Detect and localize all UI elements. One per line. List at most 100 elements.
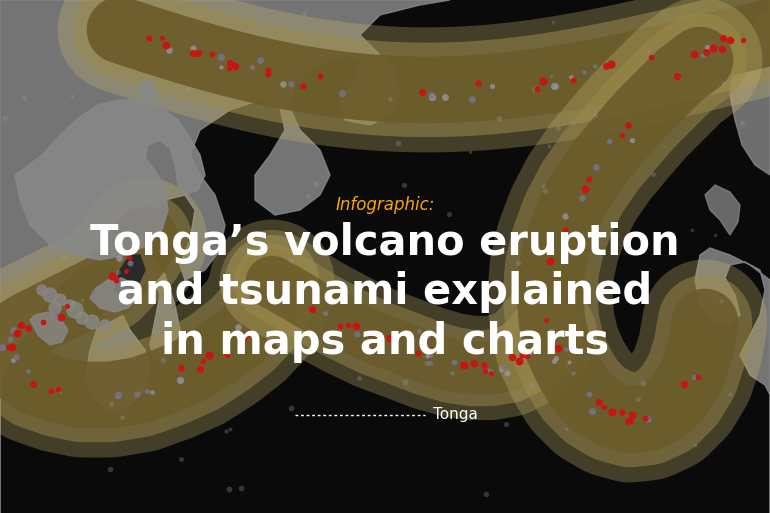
Point <box>686 226 698 234</box>
Point <box>224 425 236 433</box>
Point <box>707 44 719 52</box>
Point <box>22 324 34 332</box>
Point <box>692 373 705 381</box>
Text: Infographic:: Infographic: <box>335 196 435 214</box>
Point <box>104 465 116 473</box>
Point <box>688 50 700 58</box>
Point <box>688 441 701 449</box>
Polygon shape <box>730 0 770 175</box>
Point <box>123 253 136 262</box>
Point <box>552 344 564 352</box>
Point <box>424 351 437 359</box>
Point <box>113 254 126 262</box>
Point <box>350 322 362 330</box>
Point <box>439 93 451 101</box>
Point <box>717 80 729 88</box>
Point <box>146 388 159 396</box>
Point <box>531 85 544 93</box>
Point <box>622 417 634 425</box>
Point <box>51 309 63 318</box>
Point <box>598 403 610 411</box>
Point <box>615 408 628 416</box>
Point <box>223 485 236 493</box>
Point <box>484 369 497 377</box>
Point <box>27 380 39 388</box>
Point <box>203 351 215 360</box>
Point <box>493 114 505 122</box>
Point <box>163 46 176 54</box>
Point <box>37 318 49 326</box>
Point <box>583 174 595 183</box>
Point <box>724 390 736 398</box>
Point <box>547 17 560 26</box>
Point <box>464 148 477 156</box>
Point <box>223 64 236 72</box>
Point <box>724 36 736 44</box>
Point <box>353 373 365 382</box>
Point <box>593 398 605 406</box>
Point <box>485 368 497 376</box>
Point <box>18 94 30 103</box>
Point <box>513 357 525 365</box>
Point <box>466 94 478 103</box>
Point <box>15 321 27 329</box>
Polygon shape <box>138 80 158 102</box>
Point <box>605 60 618 68</box>
Point <box>384 95 397 103</box>
Point <box>10 353 22 361</box>
Circle shape <box>37 285 47 295</box>
Point <box>224 59 236 67</box>
Point <box>567 76 580 85</box>
Point <box>626 411 638 419</box>
Point <box>446 369 458 378</box>
Point <box>5 343 18 351</box>
Circle shape <box>76 312 88 324</box>
Point <box>526 327 538 335</box>
Point <box>182 85 194 93</box>
Point <box>537 77 549 86</box>
Point <box>471 79 484 87</box>
Point <box>196 357 209 365</box>
Point <box>425 91 437 99</box>
Point <box>66 92 79 100</box>
Point <box>76 296 89 304</box>
Point <box>221 351 233 360</box>
Point <box>106 272 119 280</box>
Polygon shape <box>0 0 450 513</box>
Point <box>501 368 514 377</box>
Point <box>262 70 274 78</box>
Point <box>538 187 551 195</box>
Point <box>457 361 470 369</box>
Point <box>447 358 460 366</box>
Point <box>637 379 649 387</box>
Point <box>426 93 438 101</box>
Point <box>486 82 498 90</box>
Point <box>297 82 310 90</box>
Point <box>592 398 604 406</box>
Point <box>284 255 296 264</box>
Point <box>192 49 205 57</box>
Point <box>112 268 124 276</box>
Point <box>548 357 561 365</box>
Point <box>22 366 35 374</box>
Point <box>123 259 136 267</box>
Point <box>715 297 728 305</box>
Point <box>600 62 612 70</box>
Point <box>624 417 637 425</box>
Circle shape <box>100 320 110 330</box>
Point <box>416 87 428 95</box>
Point <box>244 329 256 337</box>
Point <box>411 349 424 357</box>
Point <box>547 82 560 90</box>
Polygon shape <box>30 312 68 345</box>
Point <box>61 302 73 310</box>
Point <box>631 395 644 403</box>
Point <box>174 376 186 384</box>
Point <box>537 182 549 190</box>
Point <box>479 367 491 375</box>
Point <box>215 53 227 61</box>
Polygon shape <box>705 185 740 235</box>
Point <box>194 365 206 373</box>
Polygon shape <box>115 255 145 295</box>
Point <box>383 333 395 342</box>
